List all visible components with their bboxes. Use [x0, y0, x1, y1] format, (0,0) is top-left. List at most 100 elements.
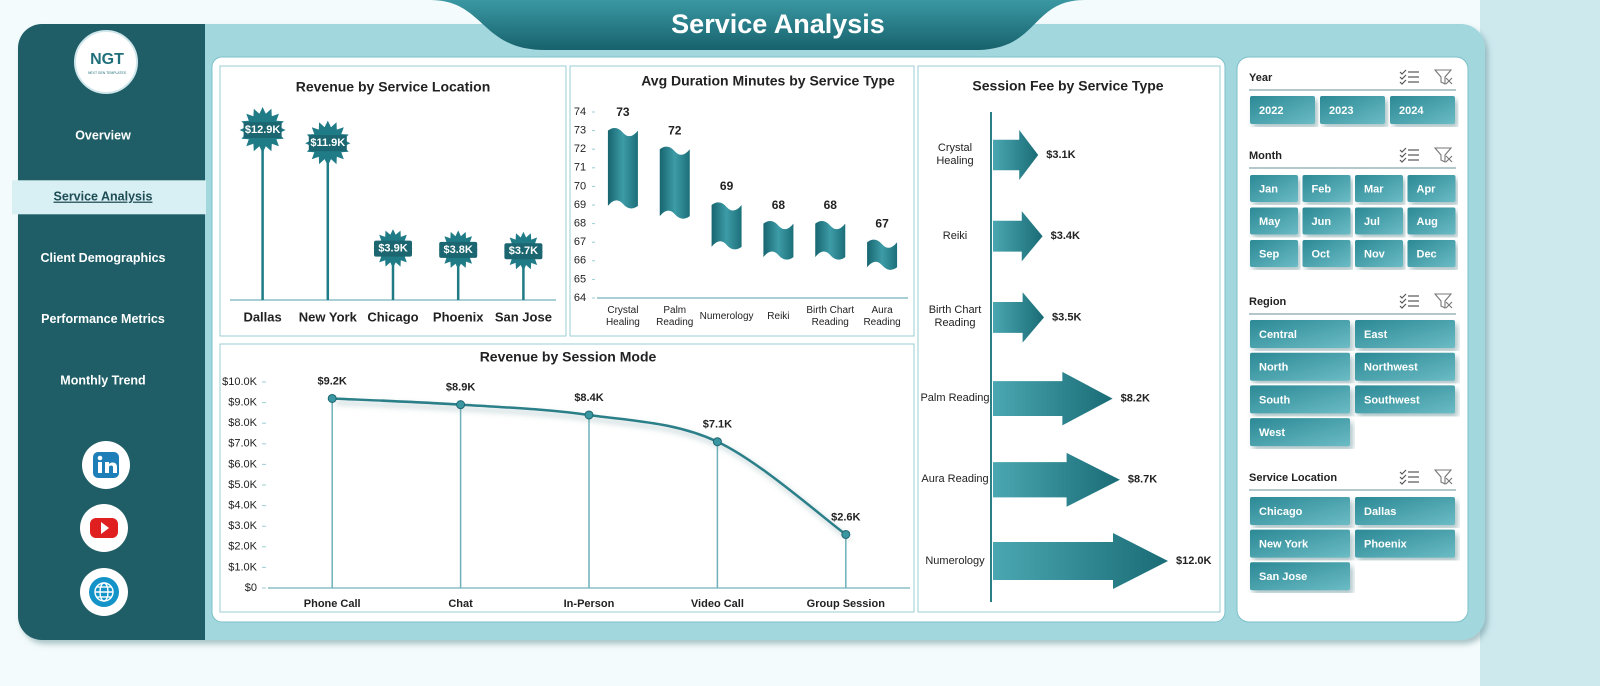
- nav-item[interactable]: Performance Metrics: [41, 312, 165, 326]
- slicer-button[interactable]: [1250, 418, 1350, 447]
- slicer-button-label[interactable]: Nov: [1364, 248, 1386, 260]
- slicer-button[interactable]: [1355, 175, 1403, 202]
- data-label: $8.9K: [446, 382, 475, 394]
- slicer-button[interactable]: [1320, 96, 1385, 124]
- y-tick-label: $1.0K: [228, 561, 257, 573]
- x-tick-label: Dallas: [243, 309, 281, 324]
- data-label: $8.4K: [574, 392, 603, 404]
- slicer-button[interactable]: [1302, 175, 1351, 202]
- clear-filter-icon[interactable]: [1433, 293, 1453, 309]
- slicer-button[interactable]: [1302, 240, 1351, 267]
- y-tick-label: Aura Reading: [921, 473, 989, 486]
- slicer-button[interactable]: [1355, 240, 1403, 267]
- slicer-button-label[interactable]: Phoenix: [1364, 539, 1408, 551]
- multi-select-icon[interactable]: [1399, 69, 1407, 85]
- slicer-button[interactable]: [1390, 96, 1455, 124]
- slicer-button[interactable]: [1250, 352, 1350, 381]
- clear-filter-icon[interactable]: [1433, 147, 1453, 163]
- slicer-button[interactable]: [1355, 352, 1455, 381]
- linkedin-glyph: [105, 462, 117, 473]
- y-tick-label: Birth Chart Reading: [928, 304, 982, 330]
- slicer-button-label[interactable]: Oct: [1312, 248, 1331, 260]
- y-tick-label: 72: [574, 143, 586, 155]
- slicer-button-label[interactable]: Feb: [1312, 183, 1332, 195]
- data-label: $3.5K: [1052, 311, 1081, 323]
- multi-select-icon[interactable]: [1399, 293, 1407, 309]
- flag-bar: [867, 239, 898, 270]
- slicer-button[interactable]: [1250, 96, 1315, 124]
- slicer-button-label[interactable]: East: [1364, 329, 1388, 341]
- slicer-button-label[interactable]: 2022: [1259, 105, 1283, 117]
- slicer-button[interactable]: [1250, 529, 1350, 558]
- slicer-button[interactable]: [1355, 497, 1455, 525]
- slicer-button-label[interactable]: Apr: [1417, 183, 1437, 195]
- nav-item[interactable]: Service Analysis: [54, 190, 153, 204]
- slicer-button[interactable]: [1355, 385, 1455, 414]
- y-tick-label: $0: [245, 582, 257, 594]
- slicer-button[interactable]: [1250, 385, 1350, 414]
- slicer-button-label[interactable]: Chicago: [1259, 506, 1303, 518]
- slicer-button[interactable]: [1250, 320, 1350, 348]
- data-label: $8.2K: [1121, 393, 1150, 405]
- slicer-button[interactable]: [1302, 207, 1351, 235]
- slicer-button[interactable]: [1250, 175, 1298, 202]
- slicer-button[interactable]: [1355, 207, 1403, 235]
- y-tick-label: $6.0K: [228, 458, 257, 470]
- y-tick-label: Palm Reading: [920, 392, 990, 405]
- y-tick-label: 70: [574, 180, 586, 192]
- slicer-button-label[interactable]: 2023: [1329, 105, 1353, 117]
- slicer-button[interactable]: [1250, 240, 1298, 267]
- multi-select-icon[interactable]: [1399, 147, 1407, 163]
- x-tick-label: Numerology: [699, 311, 754, 322]
- data-label: 67: [875, 216, 889, 230]
- slicer-button-label[interactable]: Aug: [1417, 216, 1438, 228]
- nav-active: [12, 180, 206, 215]
- slicer-button[interactable]: [1407, 175, 1456, 202]
- data-label: 73: [616, 105, 630, 119]
- x-tick-label-box: Numerology: [699, 311, 754, 322]
- slicer-button-label[interactable]: New York: [1259, 539, 1309, 551]
- slicer-button[interactable]: [1250, 497, 1350, 525]
- slicer-button-label[interactable]: Central: [1259, 329, 1297, 341]
- slicer-button-label[interactable]: Jun: [1312, 216, 1332, 228]
- slicer-button[interactable]: [1250, 207, 1298, 235]
- data-label: 72: [668, 123, 682, 137]
- slicer-button-label[interactable]: San Jose: [1259, 571, 1307, 583]
- flag-bar: [659, 146, 690, 219]
- y-tick-label-box: Numerology: [925, 555, 984, 567]
- nav-item[interactable]: Client Demographics: [40, 251, 165, 265]
- slicer-button[interactable]: [1250, 562, 1350, 591]
- slicer-button-label[interactable]: Jul: [1364, 216, 1380, 228]
- slicer-button-label[interactable]: Mar: [1364, 183, 1384, 195]
- sidebar-edge: [180, 24, 205, 640]
- slicer-button-label[interactable]: Dallas: [1364, 506, 1396, 518]
- slicer-button-label[interactable]: 2024: [1399, 105, 1424, 117]
- slicer-button-label[interactable]: South: [1259, 394, 1290, 406]
- data-label: 69: [720, 179, 734, 193]
- slicer-button-label[interactable]: North: [1259, 362, 1289, 374]
- slicer-button-label[interactable]: West: [1259, 427, 1285, 439]
- slicer-button-label[interactable]: Sep: [1259, 248, 1279, 260]
- slicer-button-label[interactable]: Northwest: [1364, 362, 1418, 374]
- label-bg: [243, 122, 282, 138]
- nav-item[interactable]: Monthly Trend: [60, 373, 145, 387]
- slicer-button-label[interactable]: Jan: [1259, 183, 1278, 195]
- slicer-button[interactable]: [1355, 529, 1455, 558]
- slicer-button-label[interactable]: Dec: [1417, 248, 1437, 260]
- slicer-button[interactable]: [1407, 207, 1456, 235]
- slicer-button-label[interactable]: May: [1259, 216, 1281, 228]
- x-tick-label: Chicago: [367, 309, 418, 324]
- chart-frame: [917, 65, 1221, 613]
- multi-select-icon[interactable]: [1399, 469, 1407, 485]
- line-marker: [584, 410, 594, 420]
- slicer-button-label[interactable]: Southwest: [1364, 394, 1420, 406]
- slicer-button[interactable]: [1355, 320, 1455, 348]
- y-tick-label-box: Aura Reading: [921, 473, 989, 486]
- x-tick-label: Phone Call: [304, 598, 361, 610]
- nav-item[interactable]: Overview: [75, 128, 131, 142]
- clear-filter-icon[interactable]: [1433, 469, 1453, 485]
- y-tick-label-box: Palm Reading: [920, 392, 990, 405]
- slicer-button[interactable]: [1407, 240, 1456, 267]
- clear-filter-icon[interactable]: [1433, 69, 1453, 85]
